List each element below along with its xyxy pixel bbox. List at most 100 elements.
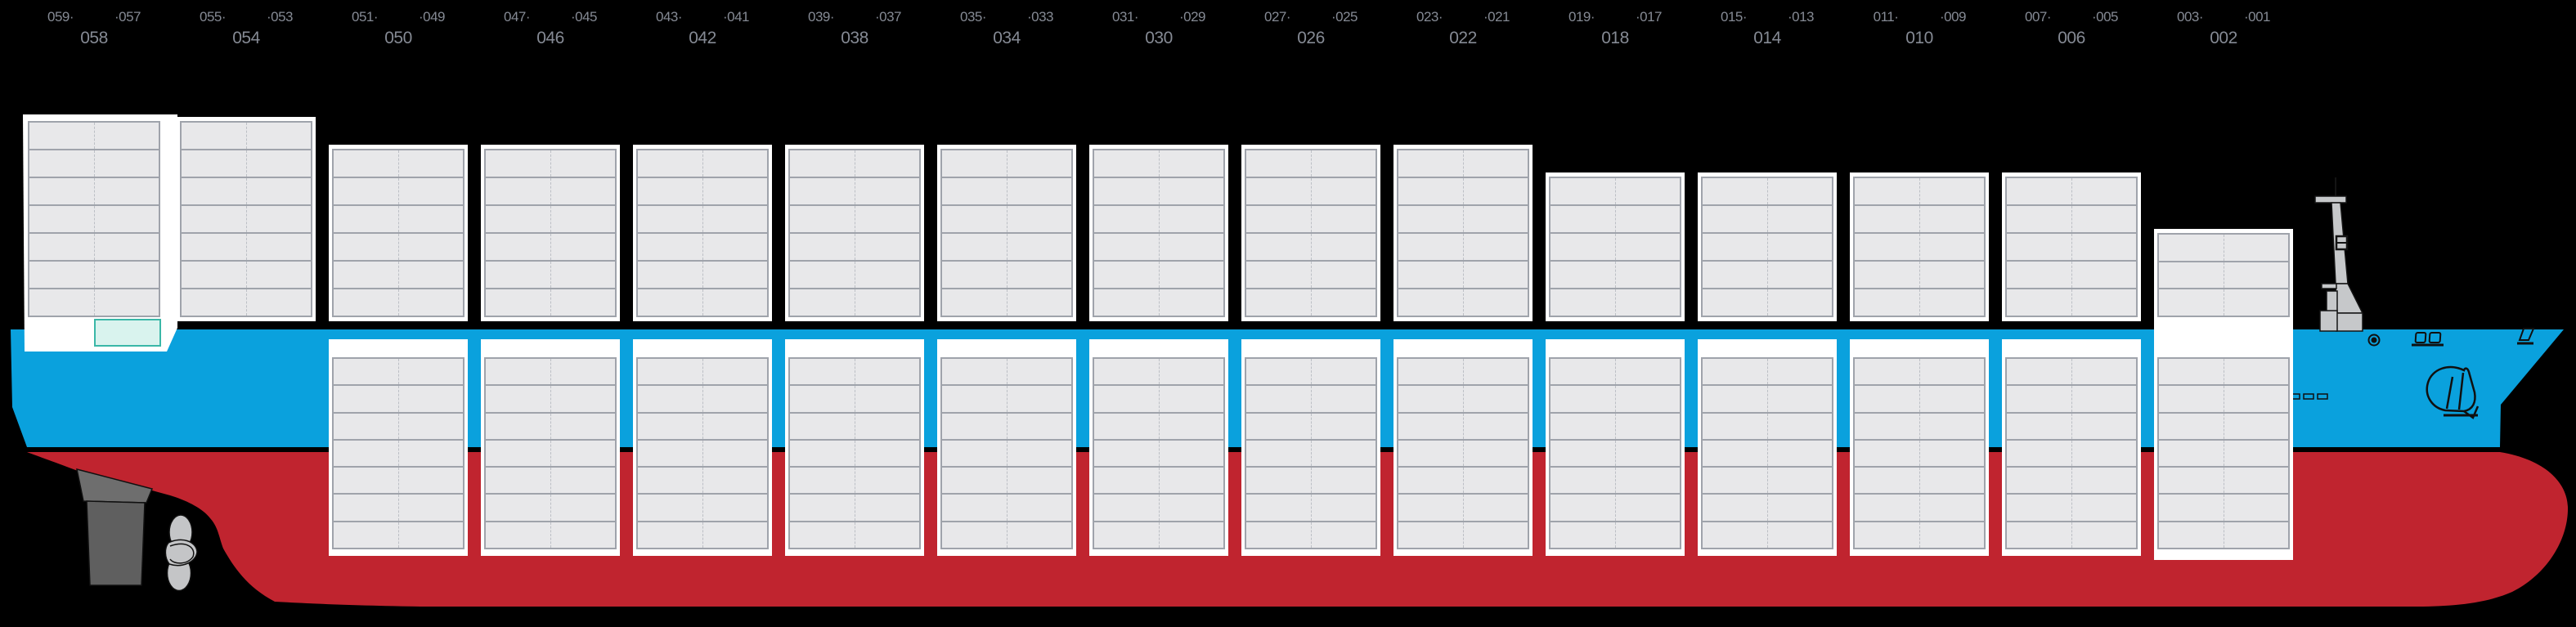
container-slot[interactable] bbox=[1703, 495, 1767, 520]
container-slot[interactable] bbox=[2007, 522, 2071, 548]
container-slot[interactable] bbox=[1246, 522, 1311, 548]
container-slot[interactable] bbox=[1398, 150, 1463, 177]
container-slot[interactable] bbox=[638, 468, 702, 493]
container-slot[interactable] bbox=[702, 413, 768, 439]
container-slot[interactable] bbox=[29, 123, 94, 149]
container-slot[interactable] bbox=[854, 206, 920, 232]
container-slot[interactable] bbox=[2007, 234, 2071, 260]
container-slot[interactable] bbox=[29, 206, 94, 232]
container-slot[interactable] bbox=[397, 386, 464, 412]
container-slot[interactable] bbox=[2071, 413, 2137, 439]
container-slot[interactable] bbox=[1310, 262, 1376, 288]
container-slot[interactable] bbox=[1919, 206, 1985, 232]
container-slot[interactable] bbox=[1158, 234, 1224, 260]
container-slot[interactable] bbox=[942, 150, 1007, 177]
container-slot[interactable] bbox=[182, 234, 246, 260]
container-slot[interactable] bbox=[2223, 440, 2289, 467]
container-slot[interactable] bbox=[1462, 359, 1528, 385]
container-slot[interactable] bbox=[638, 289, 702, 316]
container-slot[interactable] bbox=[942, 206, 1007, 232]
container-slot[interactable] bbox=[1703, 234, 1767, 260]
container-slot[interactable] bbox=[702, 440, 768, 467]
container-slot[interactable] bbox=[1310, 178, 1376, 204]
container-slot[interactable] bbox=[2223, 235, 2289, 261]
container-slot[interactable] bbox=[397, 440, 464, 467]
container-slot[interactable] bbox=[1006, 150, 1072, 177]
container-slot[interactable] bbox=[1855, 441, 1919, 466]
container-slot[interactable] bbox=[334, 289, 398, 316]
container-slot[interactable] bbox=[245, 234, 312, 260]
container-slot[interactable] bbox=[790, 495, 855, 520]
container-slot[interactable] bbox=[1855, 386, 1919, 411]
container-slot[interactable] bbox=[245, 178, 312, 204]
container-slot[interactable] bbox=[1614, 234, 1681, 260]
container-slot[interactable] bbox=[334, 234, 398, 260]
container-slot[interactable] bbox=[1398, 522, 1463, 548]
container-slot[interactable] bbox=[790, 441, 855, 466]
container-slot[interactable] bbox=[1006, 522, 1072, 548]
container-slot[interactable] bbox=[2007, 178, 2071, 204]
container-slot[interactable] bbox=[1246, 495, 1311, 520]
container-slot[interactable] bbox=[790, 178, 855, 204]
container-slot[interactable] bbox=[1919, 289, 1985, 316]
container-slot[interactable] bbox=[334, 414, 398, 439]
container-slot[interactable] bbox=[1006, 495, 1072, 521]
container-slot[interactable] bbox=[1246, 234, 1311, 260]
container-slot[interactable] bbox=[1919, 234, 1985, 260]
container-slot[interactable] bbox=[1462, 522, 1528, 548]
container-slot[interactable] bbox=[550, 359, 616, 385]
container-slot[interactable] bbox=[1094, 262, 1159, 288]
container-slot[interactable] bbox=[1855, 359, 1919, 384]
container-slot[interactable] bbox=[942, 359, 1007, 384]
container-slot[interactable] bbox=[1855, 206, 1919, 232]
container-slot[interactable] bbox=[1006, 468, 1072, 494]
container-slot[interactable] bbox=[486, 150, 550, 177]
container-slot[interactable] bbox=[334, 150, 398, 177]
container-slot[interactable] bbox=[550, 234, 616, 260]
container-slot[interactable] bbox=[2071, 495, 2137, 521]
container-slot[interactable] bbox=[1094, 468, 1159, 493]
container-slot[interactable] bbox=[2007, 468, 2071, 493]
container-slot[interactable] bbox=[1703, 262, 1767, 288]
container-slot[interactable] bbox=[397, 468, 464, 494]
container-slot[interactable] bbox=[1703, 206, 1767, 232]
container-slot[interactable] bbox=[1614, 289, 1681, 316]
container-slot[interactable] bbox=[1703, 522, 1767, 548]
container-slot[interactable] bbox=[1703, 441, 1767, 466]
container-slot[interactable] bbox=[1462, 150, 1528, 177]
container-slot[interactable] bbox=[486, 386, 550, 411]
container-slot[interactable] bbox=[1094, 178, 1159, 204]
container-slot[interactable] bbox=[638, 262, 702, 288]
container-slot[interactable] bbox=[1551, 289, 1615, 316]
container-slot[interactable] bbox=[1094, 386, 1159, 411]
container-slot[interactable] bbox=[702, 468, 768, 494]
container-slot[interactable] bbox=[1551, 262, 1615, 288]
container-slot[interactable] bbox=[334, 178, 398, 204]
container-slot[interactable] bbox=[1766, 206, 1833, 232]
container-slot[interactable] bbox=[1246, 468, 1311, 493]
container-slot[interactable] bbox=[702, 234, 768, 260]
container-slot[interactable] bbox=[397, 234, 464, 260]
container-slot[interactable] bbox=[854, 468, 920, 494]
container-slot[interactable] bbox=[1006, 440, 1072, 467]
container-slot[interactable] bbox=[334, 359, 398, 384]
container-slot[interactable] bbox=[334, 262, 398, 288]
container-slot[interactable] bbox=[93, 262, 159, 288]
container-slot[interactable] bbox=[486, 234, 550, 260]
container-slot[interactable] bbox=[854, 386, 920, 412]
container-slot[interactable] bbox=[182, 289, 246, 316]
container-slot[interactable] bbox=[2223, 413, 2289, 439]
container-slot[interactable] bbox=[854, 440, 920, 467]
container-slot[interactable] bbox=[550, 386, 616, 412]
container-slot[interactable] bbox=[1310, 468, 1376, 494]
container-slot[interactable] bbox=[1614, 522, 1681, 548]
container-slot[interactable] bbox=[397, 289, 464, 316]
container-slot[interactable] bbox=[942, 414, 1007, 439]
container-slot[interactable] bbox=[2007, 359, 2071, 384]
container-slot[interactable] bbox=[550, 178, 616, 204]
container-slot[interactable] bbox=[1398, 495, 1463, 520]
container-slot[interactable] bbox=[1158, 413, 1224, 439]
container-slot[interactable] bbox=[334, 206, 398, 232]
container-slot[interactable] bbox=[1703, 178, 1767, 204]
container-slot[interactable] bbox=[2071, 234, 2137, 260]
